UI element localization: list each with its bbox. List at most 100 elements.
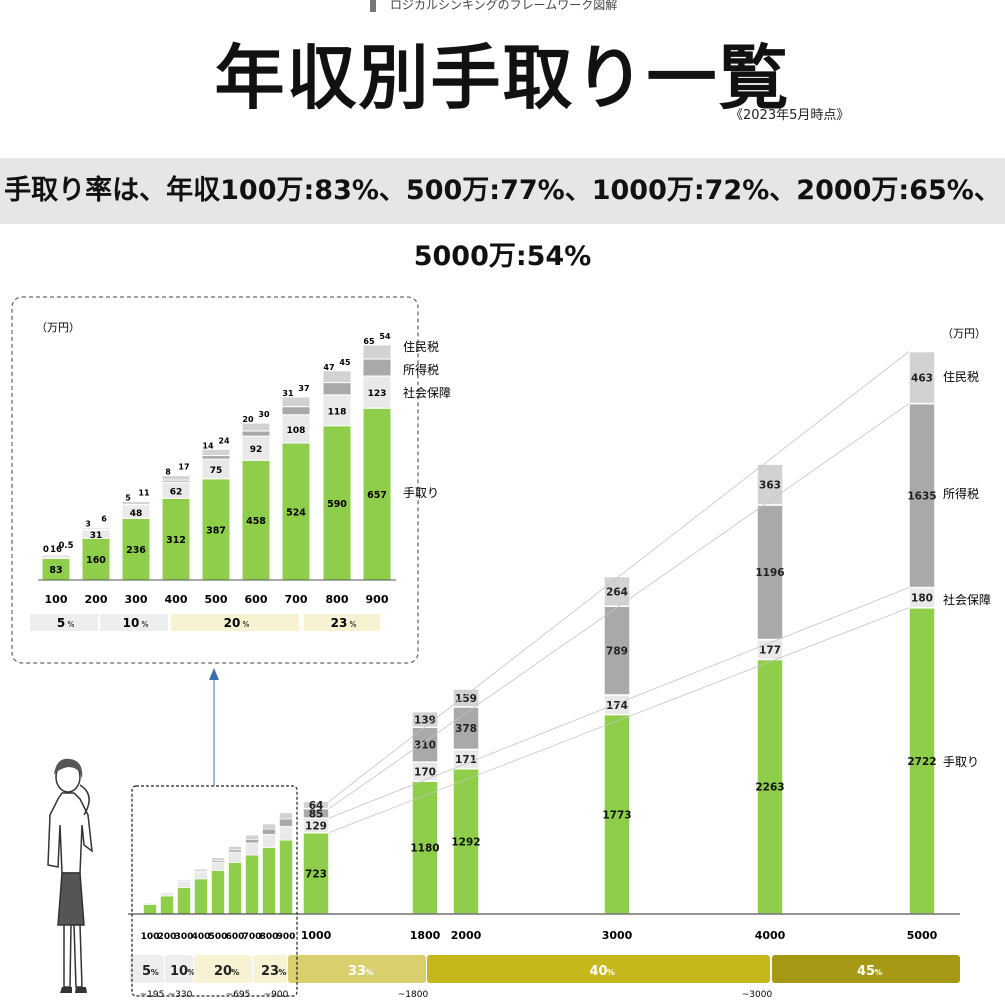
zoom-bar-value: 3: [85, 520, 91, 529]
zoom-bar-value: 108: [287, 426, 306, 436]
zoom-bar-value: 31: [90, 531, 103, 541]
zoom-bar-value: 590: [327, 499, 347, 510]
main-tax-rate-unit: %: [231, 968, 239, 977]
main-bar-resident-tax: [245, 834, 259, 840]
main-bar-value: 378: [455, 723, 477, 735]
main-bar-value: 310: [414, 740, 436, 752]
zoom-chart: （万円）830 160.51001603136200236485113003126…: [11, 296, 451, 664]
main-bar-takehome: [908, 607, 936, 915]
zoom-arrow-head: [209, 668, 219, 680]
zoom-bar-value: 24: [218, 436, 230, 445]
main-tax-rate: 10: [170, 964, 188, 979]
zoom-bar-value: 0.5: [58, 541, 73, 551]
main-x-tick: 3000: [602, 929, 633, 942]
trend-line: [328, 607, 910, 834]
zoom-bar-takehome: [322, 425, 352, 581]
main-tax-rate-unit: %: [187, 968, 195, 977]
main-bar-social: [194, 871, 208, 880]
main-bar-value: 1292: [451, 836, 480, 848]
main-tax-rate: 20: [214, 964, 232, 979]
main-bar-value: 1773: [602, 809, 631, 821]
zoom-bar-resident-tax: [81, 527, 111, 530]
main-tax-rate-unit: %: [365, 968, 373, 977]
zoom-x-tick: 100: [45, 593, 68, 606]
zoom-bar-resident-tax: [161, 475, 191, 481]
main-bar-takehome: [211, 870, 225, 915]
main-bar-resident-tax: [160, 891, 174, 893]
businesswoman-illustration: [47, 758, 93, 993]
main-x-tick: 700: [243, 932, 262, 942]
main-tax-rate-unit: %: [874, 968, 882, 977]
main-tax-band: [253, 955, 287, 983]
main-bar-takehome: [245, 854, 259, 915]
zoom-tax-rate-unit: %: [141, 620, 148, 629]
zoom-bar-income-tax: [281, 406, 311, 416]
zoom-bar-value: 30: [258, 410, 270, 419]
zoom-bar-value: 0: [43, 545, 49, 555]
main-bar-value: 139: [414, 714, 436, 726]
zoom-tax-band: [100, 614, 168, 631]
zoom-bar-social: [362, 375, 392, 409]
zoom-bar-value: 14: [202, 441, 214, 450]
zoom-bar-income-tax: [241, 430, 271, 437]
zoom-bar-resident-tax: [362, 344, 392, 360]
main-legend-takehome: 手取り: [943, 755, 979, 769]
zoom-bar-takehome: [201, 478, 231, 581]
zoom-x-tick: 900: [366, 593, 389, 606]
zoom-unit-label: （万円）: [36, 321, 80, 334]
main-chart: 1002003004005006007008009007231298564100…: [128, 327, 991, 1000]
zoom-tax-rate: 20: [224, 616, 241, 630]
zoom-bar-value: 54: [379, 332, 391, 341]
zoom-bar-value: 11: [138, 489, 150, 498]
main-bar-resident-tax: [452, 688, 480, 708]
zoom-tax-rate-unit: %: [242, 620, 249, 629]
main-x-tick: 800: [260, 932, 279, 942]
zoom-bar-social: [281, 414, 311, 444]
main-bar-resident-tax: [756, 463, 784, 506]
zoom-panel-frame: [11, 296, 419, 664]
zoom-bar-value: 83: [49, 565, 62, 576]
zoom-bar-value: 123: [368, 389, 387, 399]
zoom-legend-social: 社会保障: [403, 385, 451, 400]
main-bar-resident-tax: [228, 846, 242, 851]
zoom-tax-band: [304, 614, 380, 631]
main-bar-takehome: [279, 839, 293, 915]
main-tax-limit: ~330: [168, 990, 193, 1000]
zoom-legend-income-tax: 所得税: [403, 362, 439, 377]
main-bar-value: 463: [911, 373, 933, 385]
zoom-bar-value: 160: [86, 555, 106, 566]
main-bar-income-tax: [908, 402, 936, 589]
zoom-bar-value: 48: [130, 509, 143, 519]
main-bar-value: 1180: [410, 843, 439, 855]
main-bar-takehome: [160, 895, 174, 915]
main-bar-value: 264: [606, 586, 628, 598]
main-bar-social: [228, 851, 242, 863]
main-bar-income-tax: [756, 504, 784, 641]
page-title: 年収別手取り一覧: [214, 37, 791, 119]
zoom-x-tick: 200: [85, 593, 108, 606]
main-tax-limit: ~195: [140, 990, 165, 1000]
main-tax-rate: 45: [857, 964, 875, 979]
zoom-bar-takehome: [81, 537, 111, 581]
main-tax-limit: ~695: [226, 990, 251, 1000]
main-bar-value: 64: [309, 800, 324, 812]
zoom-tax-band: [30, 614, 98, 631]
header-subtitle: ロジカルシンキングのフレームワーク図解: [370, 0, 730, 12]
zoom-bar-value: 62: [170, 487, 183, 497]
main-bar-resident-tax: [211, 857, 225, 861]
main-tax-band: [427, 955, 770, 983]
main-x-tick: 5000: [907, 929, 938, 942]
zoom-bar-value: 236: [126, 545, 146, 556]
main-tax-band: [129, 955, 164, 983]
zoom-bar-takehome: [241, 459, 271, 581]
zoom-tax-band: [171, 614, 299, 631]
main-bar-income-tax: [452, 706, 480, 751]
zoom-x-tick: 600: [245, 593, 268, 606]
summary-banner: 手取り率は、年収100万:83%、500万:77%、1000万:72%、2000…: [0, 158, 1005, 272]
main-x-tick: 200: [158, 932, 177, 942]
main-bar-income-tax: [245, 839, 259, 844]
zoom-legend-resident-tax: 住民税: [403, 340, 439, 354]
main-x-tick: 300: [175, 932, 194, 942]
main-bar-value: 1635: [907, 491, 936, 503]
main-bar-takehome: [177, 887, 191, 915]
